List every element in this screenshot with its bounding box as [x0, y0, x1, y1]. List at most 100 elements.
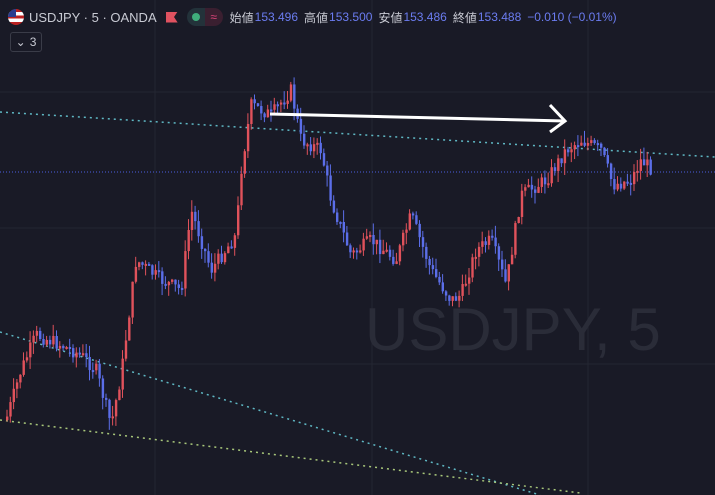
candle-up [402, 232, 405, 246]
candle-up [537, 186, 540, 193]
candle-up [58, 345, 62, 349]
candle-up [286, 100, 289, 104]
candle-down [207, 251, 210, 263]
candle-up [52, 335, 55, 345]
candle-up [369, 234, 372, 237]
candle-up [527, 184, 530, 188]
candle-up [121, 358, 124, 390]
open-label: 始値 [229, 10, 254, 25]
candle-up [507, 264, 510, 282]
candle-up [22, 360, 25, 375]
candle-up [29, 342, 32, 358]
candle-down [42, 339, 45, 345]
candle-down [319, 142, 322, 154]
candle-up [266, 109, 270, 118]
candle-up [279, 102, 283, 105]
candle-up [237, 205, 240, 236]
candle-up [223, 253, 227, 263]
candle-up [375, 239, 378, 245]
candle-down [530, 184, 534, 190]
candle-down [180, 287, 184, 290]
candle-up [352, 250, 355, 253]
candle-up [273, 104, 276, 110]
approx-icon: ≈ [204, 8, 223, 26]
candle-up [636, 170, 639, 173]
candle-down [626, 181, 629, 184]
candle-down [649, 159, 652, 175]
candle-down [55, 335, 58, 349]
candle-down [491, 235, 494, 238]
candle-down [600, 143, 603, 148]
candle-down [576, 145, 580, 148]
candle-up [118, 389, 121, 401]
candle-up [306, 144, 309, 147]
candle-down [303, 133, 306, 146]
trendline-support [0, 419, 581, 494]
candle-up [187, 229, 190, 252]
candle-down [596, 143, 600, 146]
candle-down [299, 118, 303, 134]
candle-up [75, 352, 78, 358]
open-value: 153.496 [254, 10, 299, 24]
candle-up [487, 235, 491, 245]
candle-up [451, 296, 454, 301]
candle-up [405, 229, 408, 233]
candle-down [68, 347, 72, 350]
candle-down [543, 177, 547, 185]
candle-down [388, 249, 392, 257]
candle-down [101, 378, 105, 398]
candle-up [586, 142, 590, 146]
candle-up [9, 402, 12, 417]
indicators-toggle-button[interactable]: ⌄ 3 [10, 32, 42, 52]
high-value: 153.500 [329, 10, 373, 24]
candle-up [365, 236, 369, 239]
candle-down [263, 113, 266, 118]
market-status[interactable]: ≈ [186, 8, 223, 26]
candle-up [540, 177, 543, 187]
candle-down [454, 296, 458, 301]
candle-up [398, 245, 402, 262]
candle-down [392, 256, 395, 264]
arrow-head-icon [548, 103, 568, 134]
candle-down [494, 237, 497, 247]
candle-down [372, 234, 375, 245]
candle-down [593, 140, 596, 144]
trendline-lower [0, 331, 541, 495]
candle-down [329, 175, 332, 201]
candle-up [81, 353, 85, 356]
arrow-drawing [269, 112, 566, 123]
candle-up [15, 382, 19, 389]
low-label: 安値 [378, 10, 403, 25]
candle-down [421, 237, 425, 247]
candle-up [227, 246, 230, 254]
flag-icon[interactable] [165, 11, 178, 23]
candle-down [309, 144, 312, 152]
candle-down [88, 356, 91, 371]
symbol-title[interactable]: USDJPY · 5 · OANDA [29, 9, 157, 25]
high-label: 高値 [304, 10, 329, 25]
market-open-icon [186, 8, 205, 26]
candle-up [171, 279, 174, 282]
candle-down [567, 149, 570, 153]
indicator-count: 3 [29, 35, 37, 49]
candle-up [458, 295, 461, 301]
candle-down [425, 246, 428, 259]
candle-up [408, 213, 411, 230]
candle-up [639, 159, 642, 171]
candle-up [167, 281, 171, 286]
change-value: −0.010 (−0.01%) [527, 10, 617, 24]
candle-up [316, 142, 319, 145]
candle-down [230, 246, 233, 249]
candle-up [395, 261, 398, 264]
candle-down [85, 353, 88, 357]
candle-down [141, 262, 144, 265]
candle-down [78, 352, 81, 355]
candle-up [124, 340, 128, 359]
candle-up [243, 151, 246, 174]
candle-down [174, 279, 177, 285]
candle-up [524, 187, 527, 191]
candle-down [411, 213, 415, 216]
candle-up [65, 347, 68, 350]
candle-up [471, 257, 474, 278]
